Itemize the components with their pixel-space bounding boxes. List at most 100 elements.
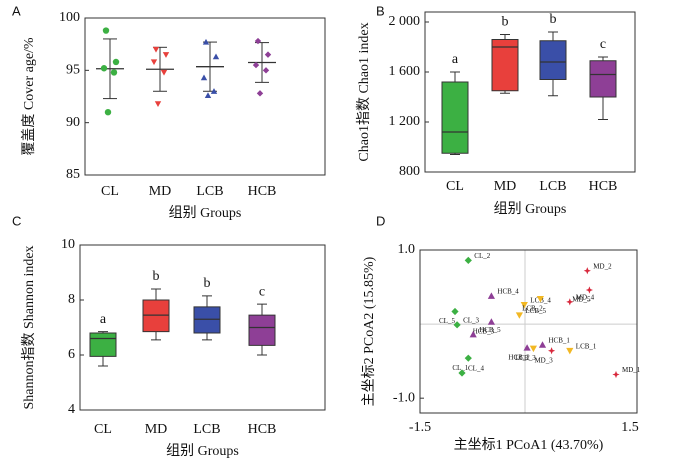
- box: [441, 81, 469, 154]
- significance-letter: a: [452, 52, 459, 67]
- point: [154, 101, 162, 108]
- x-axis-title: 组别 Groups: [166, 443, 239, 459]
- point: [451, 307, 459, 316]
- box: [193, 306, 221, 334]
- point: [464, 354, 472, 362]
- x-axis-title: 组别 Groups: [169, 205, 242, 221]
- point: [515, 312, 523, 319]
- box: [248, 314, 276, 346]
- plot-frame: [419, 249, 638, 414]
- point: [566, 347, 574, 355]
- y-axis-title: Shannon指数 Shannon index: [21, 245, 37, 409]
- y-tick-label: 10: [61, 237, 75, 252]
- point-label: CL_5: [439, 317, 455, 325]
- panel-label: A: [12, 3, 21, 18]
- point: [612, 370, 620, 379]
- point: [487, 318, 495, 325]
- significance-letter: b: [204, 276, 211, 291]
- point: [100, 65, 108, 72]
- y-tick-label: 85: [66, 167, 80, 182]
- point: [523, 344, 531, 351]
- x-tick-label: MD: [149, 184, 172, 199]
- point: [487, 292, 495, 299]
- x-tick-label: CL: [94, 422, 112, 437]
- significance-letter: b: [153, 269, 160, 284]
- point: [583, 267, 591, 275]
- point: [210, 88, 218, 94]
- significance-letter: a: [100, 312, 107, 327]
- significance-letter: b: [502, 15, 509, 30]
- y-tick-label: 8: [68, 292, 75, 307]
- point-label: MD_3: [534, 356, 553, 364]
- point: [152, 46, 160, 53]
- y-tick-label: 1 200: [389, 114, 421, 129]
- point: [262, 67, 270, 74]
- point-label: LCB_3: [515, 354, 536, 362]
- panel-label: D: [376, 213, 385, 228]
- plot-frame: [424, 11, 636, 173]
- point-label: HCB_2: [508, 353, 530, 361]
- significance-letter: c: [259, 284, 265, 299]
- plot-frame: [79, 244, 326, 411]
- point-label: CL_1: [452, 364, 468, 372]
- y-axis-title: 主坐标2 PCoA2 (15.85%): [361, 256, 377, 406]
- point: [264, 51, 272, 58]
- point: [160, 69, 168, 76]
- point-label: LCB_2: [522, 305, 543, 313]
- y-tick-label: 4: [68, 402, 75, 417]
- x-axis-title: 主坐标1 PCoA1 (43.70%): [454, 437, 604, 453]
- point-label: HCB_5: [479, 326, 501, 334]
- point: [112, 58, 120, 66]
- y-tick-label: 2 000: [389, 14, 421, 29]
- point-label: HCB_1: [549, 336, 571, 344]
- significance-letter: c: [600, 37, 606, 52]
- y-tick-label: 95: [66, 63, 80, 78]
- box: [89, 332, 117, 357]
- point: [453, 321, 461, 329]
- point: [102, 27, 110, 34]
- x-axis-title: 组别 Groups: [494, 201, 567, 217]
- point: [252, 61, 260, 69]
- x-tick-label: CL: [101, 184, 119, 199]
- x-tick-label: HCB: [248, 184, 277, 199]
- point: [566, 298, 574, 306]
- point: [585, 286, 593, 294]
- x-tick-label: LCB: [196, 184, 223, 199]
- point-label: HCB_3: [473, 327, 495, 335]
- point: [150, 59, 158, 66]
- panel-label: B: [376, 3, 385, 18]
- y-tick-label: 1.0: [398, 242, 416, 257]
- point: [254, 37, 262, 45]
- y-tick-label: 1 600: [389, 64, 421, 79]
- point: [529, 345, 537, 353]
- point-label: MD_2: [593, 262, 612, 270]
- point-label: MD_4: [576, 293, 595, 301]
- point: [104, 109, 112, 116]
- point-label: CL_3: [463, 316, 479, 324]
- point-label: MD_1: [622, 366, 641, 374]
- x-tick-label: LCB: [539, 179, 566, 194]
- point: [458, 369, 466, 377]
- point-label: HCB_4: [497, 288, 519, 296]
- point-label: LCB_5: [525, 307, 546, 315]
- point-label: CL_4: [468, 365, 484, 373]
- point-label: CL_2: [474, 252, 490, 260]
- x-tick-label: MD: [494, 179, 517, 194]
- x-tick-label: HCB: [248, 422, 277, 437]
- point: [520, 301, 528, 309]
- point: [469, 330, 477, 338]
- point: [202, 38, 210, 45]
- point: [548, 347, 556, 355]
- x-tick-label: HCB: [589, 179, 618, 194]
- panel-label: C: [12, 213, 21, 228]
- point: [538, 341, 547, 348]
- point-label: MD_5: [572, 296, 591, 304]
- point-label: LCB_1: [576, 342, 597, 350]
- point: [212, 53, 220, 60]
- point: [536, 296, 544, 303]
- point: [256, 90, 264, 97]
- y-tick-label: 800: [399, 164, 420, 179]
- x-tick-label: MD: [145, 422, 168, 437]
- x-tick-label: LCB: [193, 422, 220, 437]
